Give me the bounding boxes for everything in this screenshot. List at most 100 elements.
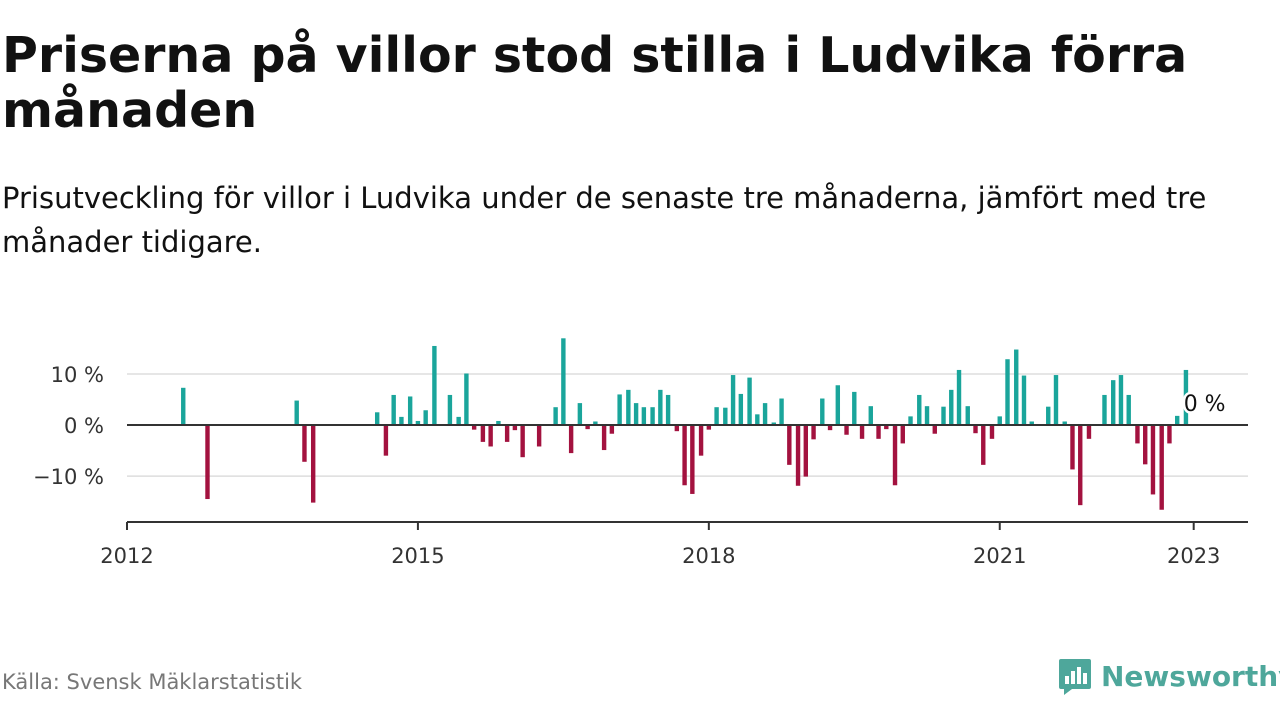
bar [1086,425,1092,439]
bar [803,425,809,477]
bar [464,373,469,426]
newsworthy-logo-icon [1059,659,1091,695]
bar [908,416,913,426]
bar [1143,425,1148,465]
bar [609,425,615,434]
bar [1183,369,1189,426]
bar [294,400,299,426]
bar [997,416,1002,426]
bar [674,425,680,432]
bar [1005,359,1010,426]
bar [811,425,816,440]
bar [973,425,978,434]
bar [900,425,905,444]
x-tick-label: 2023 [1167,544,1220,568]
bar [553,407,558,426]
bar [698,425,704,456]
bar [917,394,922,426]
bar [1167,425,1172,444]
bar [456,416,461,426]
bar [876,425,881,439]
bar [820,398,825,426]
bar [1014,349,1019,426]
bar [1021,375,1027,426]
bar [415,420,421,426]
bar [787,425,792,465]
bar [738,393,744,426]
bar [593,421,598,426]
bar [1029,421,1034,426]
bar [577,403,583,426]
bar [447,394,453,426]
bar-chart: 10 % 0 % −10 % 2012 2015 2018 2021 2023 0 % [33,338,1248,568]
bar [723,407,728,426]
bar [650,407,655,426]
y-tick-label: −10 % [33,465,104,489]
bar [302,425,307,462]
bar [932,425,937,434]
bar [665,394,671,426]
bar [617,394,622,426]
bar [1078,425,1083,506]
bar [1135,425,1140,444]
bar [714,407,719,426]
bar [835,385,841,426]
bar [310,425,316,503]
bar [706,425,712,430]
y-axis-labels: 10 % 0 % −10 % [33,363,104,489]
bar [965,406,970,426]
bar [1102,394,1107,426]
bars [181,338,1189,510]
bar [682,425,687,486]
bar [1175,415,1180,426]
chart-subtitle: Prisutveckling för villor i Ludvika unde… [2,181,1207,259]
bar [383,425,389,456]
bar [1126,394,1131,426]
bar [641,407,647,426]
bar [496,420,501,426]
chart-title: Priserna på villor stod stilla i Ludvika… [2,27,1188,139]
bar [690,425,695,494]
bar [181,387,186,426]
bar [1046,406,1051,426]
bar [601,425,607,451]
bar [1150,425,1156,495]
bar [771,422,777,426]
bar [432,345,437,426]
bar [827,425,833,431]
bar [779,398,784,426]
bar [658,389,663,426]
bar [391,394,396,426]
bar [852,391,857,426]
bar [1118,375,1124,426]
bar [859,425,865,439]
source-note: Källa: Svensk Mäklarstatistik [2,670,303,694]
bar [981,425,986,465]
bar [730,375,736,426]
bar [399,416,404,426]
x-tick-label: 2021 [973,544,1026,568]
annotations: 0 % [1181,390,1228,420]
bar [1062,421,1067,426]
bar [1070,425,1075,470]
y-tick-label: 10 % [51,363,104,387]
bar [568,425,574,454]
bar [520,425,525,458]
bar [762,403,768,426]
brand-logo[interactable]: Newsworthy [1058,654,1280,698]
bar [1159,425,1164,510]
x-tick-label: 2015 [391,544,444,568]
bar [585,425,590,430]
bar [1111,380,1116,426]
bar [633,403,639,426]
x-tick-label: 2018 [682,544,735,568]
bar [989,425,995,439]
bar [956,369,962,426]
bar [536,425,542,447]
x-tick-label: 2012 [100,544,153,568]
bar [423,410,428,426]
bar [892,425,898,486]
bar [1053,375,1059,426]
bar [561,338,566,426]
y-tick-label: 0 % [64,414,104,438]
